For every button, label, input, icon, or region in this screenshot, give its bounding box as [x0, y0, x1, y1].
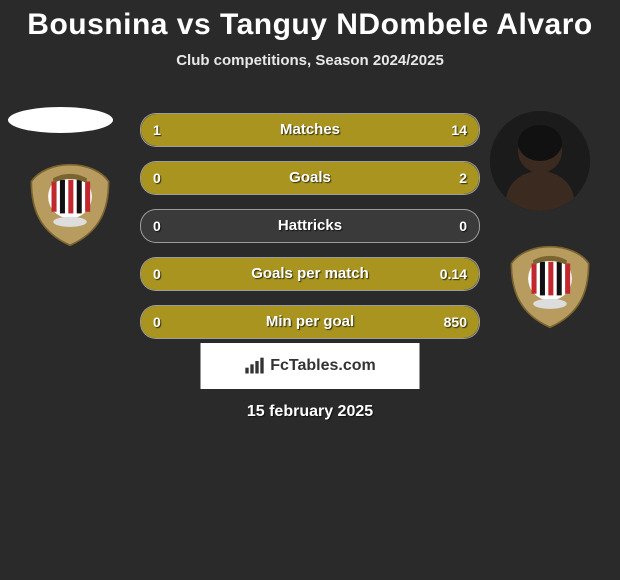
stat-row-hattricks: Hattricks0 0 — [140, 209, 480, 243]
player2-avatar — [490, 111, 590, 211]
stat-bars: Matches114Goals02Hattricks00Goals per ma… — [140, 113, 480, 353]
stat-value-left: 1 — [153, 114, 161, 146]
stat-value-left: 0 — [153, 210, 161, 242]
stat-row-matches: Matches1 14 — [140, 113, 480, 147]
player1-avatar — [8, 107, 113, 133]
stat-label: Hattricks — [141, 210, 479, 242]
stat-value-right: 2 — [459, 162, 467, 194]
stat-value-right: 14 — [451, 114, 467, 146]
ogc-nice-logo-icon — [28, 163, 112, 247]
stat-value-right: 0.14 — [440, 258, 467, 290]
stat-label: Goals — [141, 162, 479, 194]
chart-icon — [244, 357, 264, 375]
stat-label: Matches — [141, 114, 479, 146]
stat-value-left: 0 — [153, 258, 161, 290]
page-title: Bousnina vs Tanguy NDombele Alvaro — [0, 0, 620, 42]
brand-text: FcTables.com — [270, 357, 376, 375]
stat-row-goals-per-match: Goals per match0 0.14 — [140, 257, 480, 291]
comparison-date: 15 february 2025 — [0, 403, 620, 421]
subtitle: Club competitions, Season 2024/2025 — [0, 52, 620, 69]
stat-value-left: 0 — [153, 162, 161, 194]
ogc-nice-logo-icon — [508, 245, 592, 329]
stat-label: Goals per match — [141, 258, 479, 290]
stat-value-left: 0 — [153, 306, 161, 338]
player2-club-logo — [508, 245, 592, 329]
stat-value-right: 850 — [444, 306, 467, 338]
stat-label: Min per goal — [141, 306, 479, 338]
stat-value-right: 0 — [459, 210, 467, 242]
player1-club-logo — [28, 163, 112, 247]
brand-badge[interactable]: FcTables.com — [201, 343, 420, 389]
player2-photo-icon — [490, 111, 590, 211]
stat-row-goals: Goals0 2 — [140, 161, 480, 195]
stat-row-min-per-goal: Min per goal0 850 — [140, 305, 480, 339]
